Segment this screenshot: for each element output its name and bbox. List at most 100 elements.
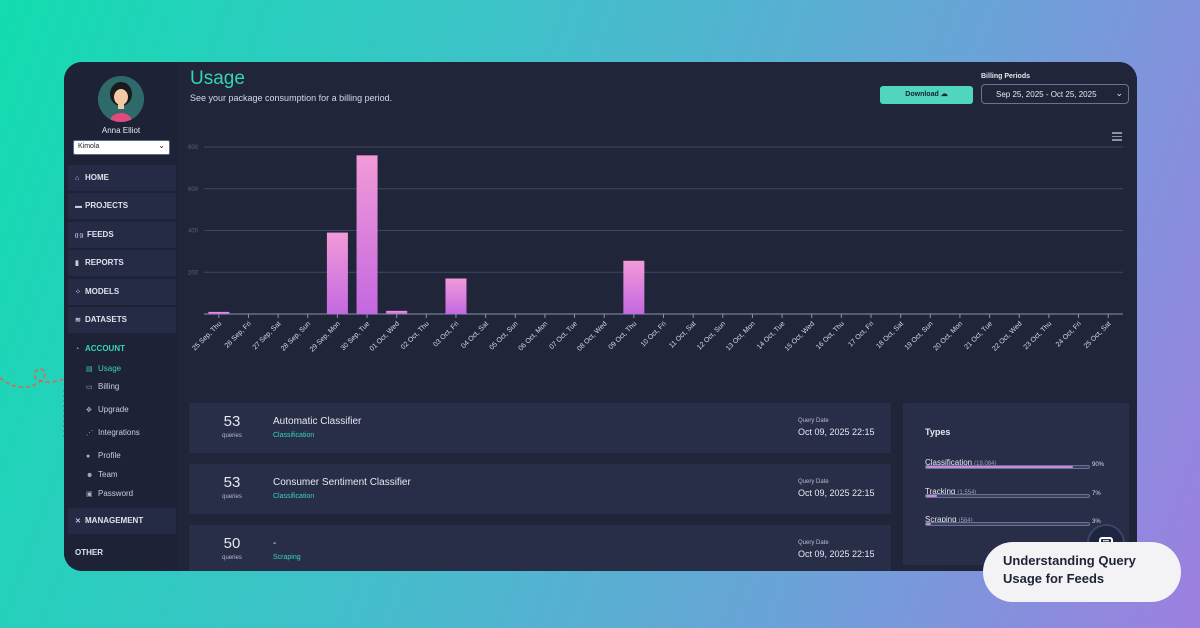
type-progress-bar: [925, 494, 1090, 498]
user-name: Anna Elliot: [101, 126, 141, 135]
home-icon: ⌂: [75, 175, 80, 182]
type-row-tracking: Tracking (1,554) 7%: [925, 481, 1105, 499]
nav-account[interactable]: ◔ ACCOUNT: [68, 336, 176, 362]
query-date-label: Query Date: [798, 418, 829, 424]
upgrade-icon: ✥: [86, 407, 92, 414]
sidebar: Anna Elliot Kimola ⌄ ⌂ HOME ▬ PROJECTS ((·…: [64, 62, 178, 571]
type-progress-bar: [925, 522, 1090, 526]
x-tick-label: 13 Oct, Mon: [725, 320, 757, 352]
type-percent: 3%: [1092, 519, 1101, 525]
models-icon: ⁘: [75, 289, 81, 296]
chart-bar: [386, 310, 408, 314]
query-card[interactable]: 50 queries - Scraping Query Date Oct 09,…: [189, 525, 891, 571]
usage-icon: ▤: [86, 366, 93, 373]
page-subtitle: See your package consumption for a billi…: [190, 93, 393, 103]
query-count: 50: [223, 535, 241, 552]
nav-section-other: OTHER: [75, 548, 103, 557]
type-row-classification: Classification (19,084) 90%: [925, 452, 1105, 470]
chevron-down-icon: ⌄: [1115, 88, 1123, 98]
team-icon: ☻: [86, 472, 94, 479]
x-tick-label: 25 Sep, Thu: [191, 320, 223, 352]
layers-icon: ≋: [75, 317, 81, 324]
x-tick-label: 05 Oct, Sun: [489, 320, 520, 351]
query-date: Oct 09, 2025 22:15: [798, 549, 875, 559]
query-card[interactable]: 53 queries Consumer Sentiment Classifier…: [189, 464, 891, 514]
x-tick-label: 07 Oct, Tue: [548, 320, 579, 351]
x-tick-label: 01 Oct, Wed: [369, 320, 401, 352]
x-tick-label: 12 Oct, Sun: [696, 320, 727, 351]
sub-item-password[interactable]: ▣ Password: [86, 487, 133, 501]
nav-management[interactable]: ✕ MANAGEMENT: [68, 508, 176, 534]
x-tick-label: 26 Sep, Fri: [224, 320, 253, 349]
x-tick-label: 04 Oct, Sat: [460, 320, 490, 350]
y-tick-label: 800: [188, 145, 199, 151]
type-label: Scraping: [925, 515, 957, 524]
query-title: -: [273, 538, 277, 549]
billing-period-select[interactable]: Sep 25, 2025 - Oct 25, 2025 ⌄: [981, 84, 1129, 104]
query-date: Oct 09, 2025 22:15: [798, 488, 875, 498]
sub-item-billing[interactable]: ▭ Billing: [86, 380, 119, 394]
download-button[interactable]: Download ☁: [880, 86, 973, 104]
nav-feeds-label: FEEDS: [87, 230, 114, 239]
person-icon: ●: [86, 453, 91, 460]
sub-item-profile[interactable]: ● Profile: [86, 449, 121, 463]
nav-reports[interactable]: ▮ REPORTS: [68, 250, 176, 276]
sub-item-integrations[interactable]: ⋰ Integrations: [86, 426, 140, 440]
query-type: Classification: [273, 493, 315, 500]
nav-datasets-label: DATASETS: [85, 315, 127, 324]
caption-line-2: Usage for Feeds: [1003, 571, 1105, 586]
x-tick-label: 19 Oct, Sun: [904, 320, 935, 351]
query-date-label: Query Date: [798, 540, 829, 546]
nav-management-label: MANAGEMENT: [85, 516, 144, 525]
x-tick-label: 17 Oct, Fri: [847, 320, 875, 348]
query-card[interactable]: 53 queries Automatic Classifier Classifi…: [189, 403, 891, 453]
organization-value: Kimola: [78, 143, 100, 150]
avatar[interactable]: [98, 76, 144, 122]
type-label: Classification: [925, 458, 973, 467]
account-icon: ◔: [75, 346, 80, 353]
caption-line-1: Understanding Query: [1003, 553, 1136, 568]
chevron-down-icon: ⌄: [158, 141, 165, 150]
query-date-label: Query Date: [798, 479, 829, 485]
type-percent: 90%: [1092, 462, 1105, 468]
x-tick-label: 18 Oct, Sat: [875, 320, 905, 350]
billing-period-value: Sep 25, 2025 - Oct 25, 2025: [996, 90, 1097, 99]
nav-models-label: MODELS: [85, 287, 120, 296]
chart-bar: [208, 311, 230, 314]
lock-icon: ▣: [86, 491, 93, 498]
y-tick-label: 400: [188, 229, 199, 235]
chart-bar: [356, 155, 378, 314]
x-tick-label: 16 Oct, Thu: [815, 320, 846, 351]
sub-item-billing-label: Billing: [98, 382, 120, 391]
query-unit: queries: [222, 433, 242, 439]
nav-datasets[interactable]: ≋ DATASETS: [68, 307, 176, 333]
query-unit: queries: [222, 494, 242, 500]
sub-item-team[interactable]: ☻ Team: [86, 468, 118, 482]
nav-models[interactable]: ⁘ MODELS: [68, 279, 176, 305]
integrations-icon: ⋰: [86, 430, 93, 437]
x-tick-label: 14 Oct, Tue: [756, 320, 787, 351]
organization-select[interactable]: Kimola ⌄: [73, 140, 170, 155]
x-tick-label: 02 Oct, Thu: [400, 320, 431, 351]
x-tick-label: 25 Oct, Sat: [1083, 320, 1113, 350]
card-icon: ▭: [86, 384, 93, 391]
type-progress-bar: [925, 465, 1090, 469]
x-tick-label: 11 Oct, Sat: [668, 320, 697, 349]
type-row-scraping: Scraping (584) 3%: [925, 509, 1105, 527]
type-progress-fill: [926, 523, 931, 525]
page-title: Usage: [190, 68, 245, 89]
cloud-download-icon: ☁: [940, 91, 948, 98]
nav-feeds[interactable]: ((·)) FEEDS: [68, 222, 176, 248]
nav-projects[interactable]: ▬ PROJECTS: [68, 193, 176, 219]
nav-home-label: HOME: [85, 173, 109, 182]
sub-item-upgrade[interactable]: ✥ Upgrade: [86, 403, 129, 417]
chart-bar: [623, 260, 645, 314]
folder-icon: ▬: [75, 203, 82, 210]
sub-item-usage[interactable]: ▤ Usage: [86, 362, 121, 376]
download-label: Download: [905, 91, 939, 98]
nav-home[interactable]: ⌂ HOME: [68, 165, 176, 191]
x-tick-label: 03 Oct, Fri: [432, 320, 460, 348]
chart-menu-icon[interactable]: [1112, 132, 1122, 143]
types-title: Types: [925, 427, 951, 437]
x-tick-label: 20 Oct, Mon: [932, 320, 964, 352]
